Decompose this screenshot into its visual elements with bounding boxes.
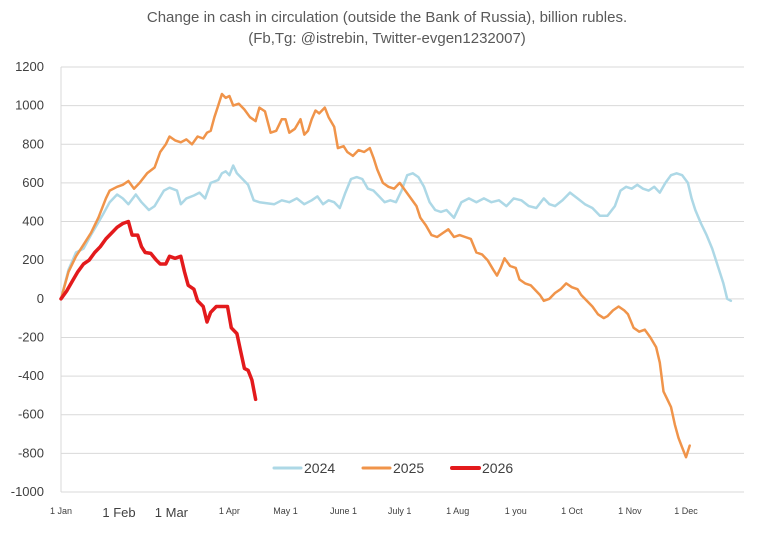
series-lines: [59, 92, 733, 459]
y-tick-label: -1000: [11, 484, 44, 499]
y-tick-label: 600: [22, 175, 44, 190]
y-tick-label: 200: [22, 252, 44, 267]
x-tick-label: 1 Feb: [102, 505, 135, 520]
y-tick-label: 800: [22, 136, 44, 151]
legend-label-2025: 2025: [393, 460, 424, 476]
x-tick-label: 1 Dec: [674, 506, 698, 516]
chart-subtitle: (Fb,Tg: @istrebin, Twitter-evgen1232007): [248, 30, 526, 47]
series-line-2025: [59, 92, 691, 459]
y-tick-label: -400: [18, 368, 44, 383]
x-tick-label: 1 Apr: [219, 506, 240, 516]
legend: 2024 2025 2026: [272, 460, 513, 476]
y-axis: 1200 1000 800 600 400 200 0 -200 -400 -600 -800 -10…: [11, 59, 44, 499]
y-tick-label: -600: [18, 407, 44, 422]
x-tick-label: 1 Aug: [446, 506, 469, 516]
y-tick-label: 0: [37, 291, 44, 306]
legend-label-2026: 2026: [482, 460, 513, 476]
chart-title: Change in cash in circulation (outside t…: [146, 9, 628, 26]
series-line-2026: [59, 219, 258, 402]
x-tick-label: 1 Nov: [618, 506, 642, 516]
y-tick-label: -200: [18, 329, 44, 344]
y-tick-label: 1000: [15, 98, 44, 113]
x-tick-label: July 1: [388, 506, 412, 516]
x-tick-label: 1 Mar: [155, 505, 189, 520]
y-tick-label: -800: [18, 445, 44, 460]
x-tick-label: 1 Oct: [561, 506, 583, 516]
x-tick-label: 1 Jan: [50, 506, 72, 516]
x-tick-label: 1 you: [505, 506, 527, 516]
x-axis: 1 Jan 1 Feb 1 Mar 1 Apr May 1 June 1 July 1 1 A…: [50, 505, 698, 520]
series-line-2024: [59, 164, 733, 303]
legend-label-2024: 2024: [304, 460, 335, 476]
y-tick-label: 400: [22, 214, 44, 229]
y-tick-label: 1200: [15, 59, 44, 74]
x-tick-label: June 1: [330, 506, 357, 516]
x-tick-label: May 1: [273, 506, 298, 516]
grid: [60, 66, 744, 493]
